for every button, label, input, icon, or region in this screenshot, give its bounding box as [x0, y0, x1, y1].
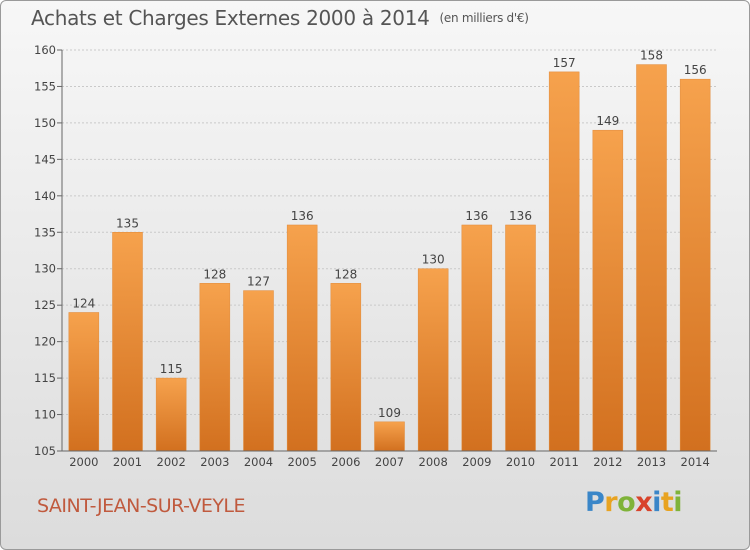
proxiti-logo: Proxiti — [585, 487, 683, 518]
x-tick-label-2008: 2008 — [419, 455, 448, 469]
value-label-2009: 136 — [465, 209, 488, 223]
value-label-2003: 128 — [203, 267, 226, 281]
bar-2000 — [68, 312, 100, 452]
logo-letter-o: o — [617, 487, 636, 518]
bar-2014 — [679, 78, 711, 452]
y-tick-label: 160 — [34, 43, 56, 57]
bar-2012 — [592, 129, 624, 452]
value-label-2004: 127 — [247, 275, 270, 289]
bar-2009 — [461, 224, 493, 452]
y-tick-label: 140 — [34, 189, 56, 203]
x-tick-label-2007: 2007 — [375, 455, 404, 469]
x-tick-label-2004: 2004 — [244, 455, 273, 469]
x-tick-label-2012: 2012 — [593, 455, 622, 469]
logo-letter-x: x — [635, 487, 653, 518]
x-tick-label-2009: 2009 — [462, 455, 491, 469]
bar-2007 — [374, 421, 405, 452]
y-tick-label: 130 — [34, 262, 56, 276]
bars — [68, 64, 711, 452]
x-tick-label-2006: 2006 — [331, 455, 360, 469]
axes: 105 110 115 120 125 130 135 140 145 150 155 160 2000… — [34, 43, 717, 469]
value-label-2010: 136 — [509, 209, 532, 223]
value-label-2012: 149 — [596, 114, 619, 128]
x-tick-label-2005: 2005 — [288, 455, 317, 469]
x-tick-label-2010: 2010 — [506, 455, 535, 469]
x-tick-label-2003: 2003 — [200, 455, 229, 469]
value-labels: 124 135 115 128 127 136 128 109 130 136 136 157 149 1… — [72, 49, 706, 420]
value-label-2002: 115 — [160, 362, 183, 376]
bar-2003 — [199, 283, 231, 452]
y-tick-label: 110 — [34, 408, 56, 422]
value-label-2011: 157 — [553, 56, 576, 70]
chart-title: Achats et Charges Externes 2000 à 2014 (e… — [31, 6, 529, 30]
value-label-2014: 156 — [684, 63, 707, 77]
bar-2001 — [112, 232, 143, 452]
y-tick-label: 145 — [34, 152, 56, 166]
x-tick-label-2001: 2001 — [113, 455, 142, 469]
y-tick-label: 150 — [34, 116, 56, 130]
chart-title-text: Achats et Charges Externes 2000 à 2014 — [31, 6, 430, 30]
bar-2006 — [330, 283, 362, 452]
value-label-2013: 158 — [640, 49, 663, 63]
bar-2005 — [286, 224, 318, 452]
y-tick-label: 120 — [34, 335, 56, 349]
x-tick-label-2002: 2002 — [157, 455, 186, 469]
y-tick-label: 155 — [34, 79, 56, 93]
x-tick-label-2014: 2014 — [681, 455, 710, 469]
y-tick-label: 115 — [34, 371, 56, 385]
y-tick-label: 135 — [34, 225, 56, 239]
bar-2010 — [505, 224, 536, 452]
value-label-2006: 128 — [334, 267, 357, 281]
x-tick-label-2000: 2000 — [69, 455, 98, 469]
value-label-2005: 136 — [291, 209, 314, 223]
value-label-2007: 109 — [378, 406, 401, 420]
logo-letter-r: r — [604, 487, 618, 518]
logo-letter-t: t — [660, 487, 674, 518]
value-label-2000: 124 — [72, 296, 95, 310]
logo-letter-i2: i — [673, 487, 683, 518]
x-tick-label-2013: 2013 — [637, 455, 666, 469]
bar-2002 — [155, 377, 187, 452]
logo-letter-i: i — [652, 487, 661, 518]
y-tick-label: 105 — [34, 444, 56, 458]
town-name: SAINT-JEAN-SUR-VEYLE — [37, 495, 246, 517]
chart-unit-note: (en milliers d'€) — [439, 11, 529, 25]
x-tick-label-2011: 2011 — [550, 455, 579, 469]
bar-2011 — [548, 71, 580, 452]
bar-2004 — [243, 290, 274, 452]
bar-2013 — [636, 64, 667, 452]
value-label-2001: 135 — [116, 216, 139, 230]
y-tick-label: 125 — [34, 298, 56, 312]
logo-letter-p: P — [585, 487, 605, 518]
value-label-2008: 130 — [422, 253, 445, 267]
bar-2008 — [417, 268, 449, 452]
